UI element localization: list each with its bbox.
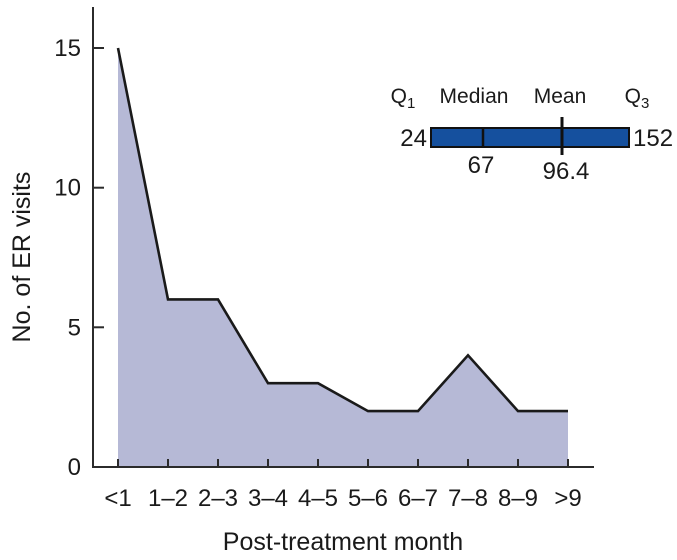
x-axis-title: Post-treatment month — [223, 528, 463, 556]
x-tick-label: 6–7 — [398, 485, 438, 512]
inset-mean-value: 96.4 — [543, 158, 590, 185]
quartile-bar — [430, 127, 630, 148]
area-fill — [118, 48, 568, 467]
x-tick-label: 2–3 — [198, 485, 238, 512]
q1-subscript: 1 — [407, 95, 415, 112]
inset-q3-label: Q3 — [625, 85, 650, 112]
y-tick-label: 10 — [54, 175, 81, 202]
x-tick-label: 4–5 — [298, 485, 338, 512]
y-tick-label: 0 — [68, 454, 81, 481]
x-tick-label: >9 — [554, 485, 581, 512]
inset-q1-value: 24 — [400, 125, 427, 152]
plot-area: <1 1–2 2–3 3–4 4–5 5–6 6–7 7–8 8–9 >9 0 5 10 15 — [54, 35, 581, 512]
q3-subscript: 3 — [641, 95, 649, 112]
inset-median-label: Median — [440, 85, 509, 108]
inset-quartile-bar: Q1 Median Mean Q3 24 152 67 96.4 — [391, 85, 673, 185]
inset-q1-label: Q1 — [391, 85, 416, 112]
inset-median-value: 67 — [468, 152, 495, 179]
x-tick-label: 7–8 — [448, 485, 488, 512]
x-tick-label: <1 — [104, 485, 131, 512]
y-tick-label: 15 — [54, 35, 81, 62]
q1-base: Q — [391, 85, 407, 108]
inset-mean-label: Mean — [534, 85, 587, 108]
x-tick-label: 8–9 — [498, 485, 538, 512]
y-axis-title: No. of ER visits — [8, 172, 36, 343]
x-tick-label: 3–4 — [248, 485, 288, 512]
frequency-curve — [116, 47, 568, 413]
x-tick-label: 5–6 — [348, 485, 388, 512]
inset-q3-value: 152 — [633, 125, 673, 152]
y-tick-label: 5 — [68, 314, 81, 341]
x-tick-label: 1–2 — [148, 485, 188, 512]
q3-base: Q — [625, 85, 641, 108]
